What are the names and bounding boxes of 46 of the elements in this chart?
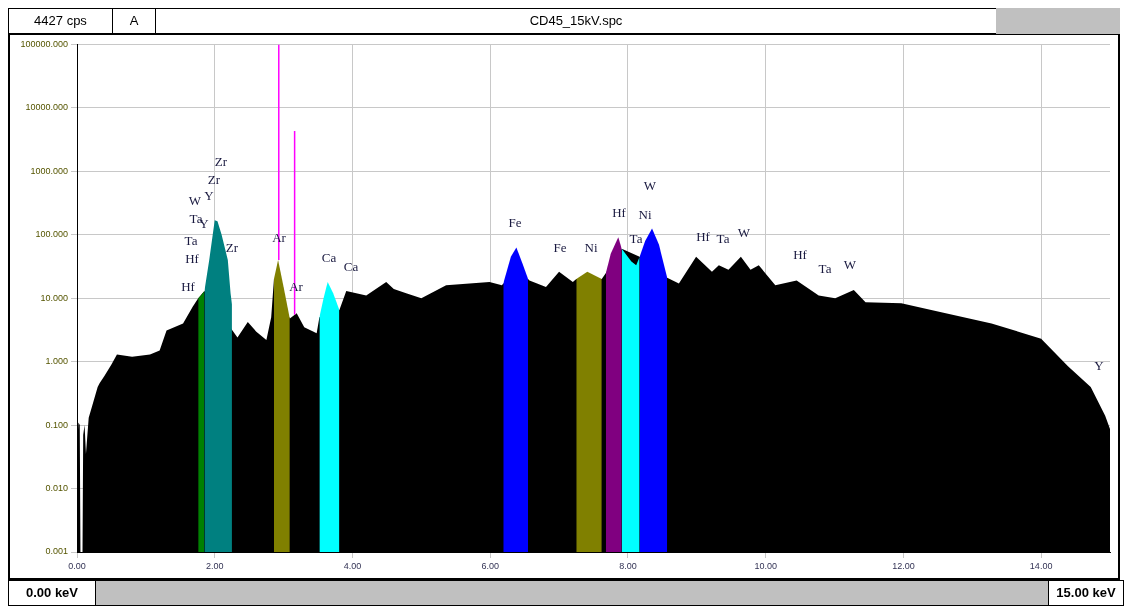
annotation: Ni bbox=[584, 240, 598, 256]
annotation: W bbox=[188, 193, 202, 209]
y-tick-label: 0.010 bbox=[45, 483, 68, 494]
annotation: Fe bbox=[508, 215, 522, 231]
annotation: W bbox=[843, 257, 857, 273]
y-tick-label: 10.000 bbox=[40, 292, 68, 303]
y-tick-label: 10000.000 bbox=[25, 102, 68, 113]
x-tick-label: 4.00 bbox=[343, 560, 362, 571]
annotation: Ta bbox=[818, 261, 832, 277]
y-tick-label: 100.000 bbox=[35, 229, 68, 240]
x-tick-label: 0.00 bbox=[68, 560, 86, 571]
annotation: Ta bbox=[716, 231, 730, 247]
annotation: Ca bbox=[343, 259, 359, 275]
annotation: Y bbox=[1094, 358, 1105, 374]
annotation: Ta bbox=[629, 231, 643, 247]
annotation: Ta bbox=[184, 233, 198, 249]
y-tick-label: 0.100 bbox=[45, 419, 68, 430]
annotation: Zr bbox=[207, 172, 221, 188]
annotation: Zr bbox=[214, 154, 228, 170]
x-tick-label: 6.00 bbox=[481, 560, 499, 571]
y-tick-label: 1000.000 bbox=[30, 165, 68, 176]
chart-title: CD45_15kV.spc bbox=[155, 8, 997, 34]
annotation: Hf bbox=[181, 279, 196, 295]
x-tick-label: 12.00 bbox=[892, 560, 915, 571]
annotation: Fe bbox=[553, 240, 567, 256]
x-tick-label: 8.00 bbox=[619, 560, 637, 571]
text: A bbox=[112, 8, 156, 34]
annotation: Ca bbox=[321, 250, 337, 266]
x-tick-label: 10.00 bbox=[754, 560, 777, 571]
x-tick-label: 14.00 bbox=[1029, 560, 1053, 571]
x-tick-label: 2.00 bbox=[205, 560, 224, 571]
text: 4427 cps bbox=[8, 8, 113, 34]
annotation: Hf bbox=[185, 251, 200, 267]
annotation: W bbox=[737, 225, 751, 241]
text: 15.00 keV bbox=[1048, 580, 1124, 606]
y-tick-label: 1.000 bbox=[45, 356, 68, 367]
text: 0.00 keV bbox=[8, 580, 96, 606]
annotation: Hf bbox=[793, 247, 808, 263]
y-tick-label: 0.001 bbox=[45, 546, 68, 557]
annotation: Hf bbox=[612, 205, 627, 221]
annotation: Hf bbox=[696, 229, 711, 245]
annotation: Ni bbox=[638, 207, 652, 223]
annotation: Zr bbox=[225, 240, 239, 256]
y-tick-label: 100000.000 bbox=[20, 38, 68, 49]
annotation: Y bbox=[204, 188, 215, 204]
annotation: W bbox=[643, 178, 657, 194]
